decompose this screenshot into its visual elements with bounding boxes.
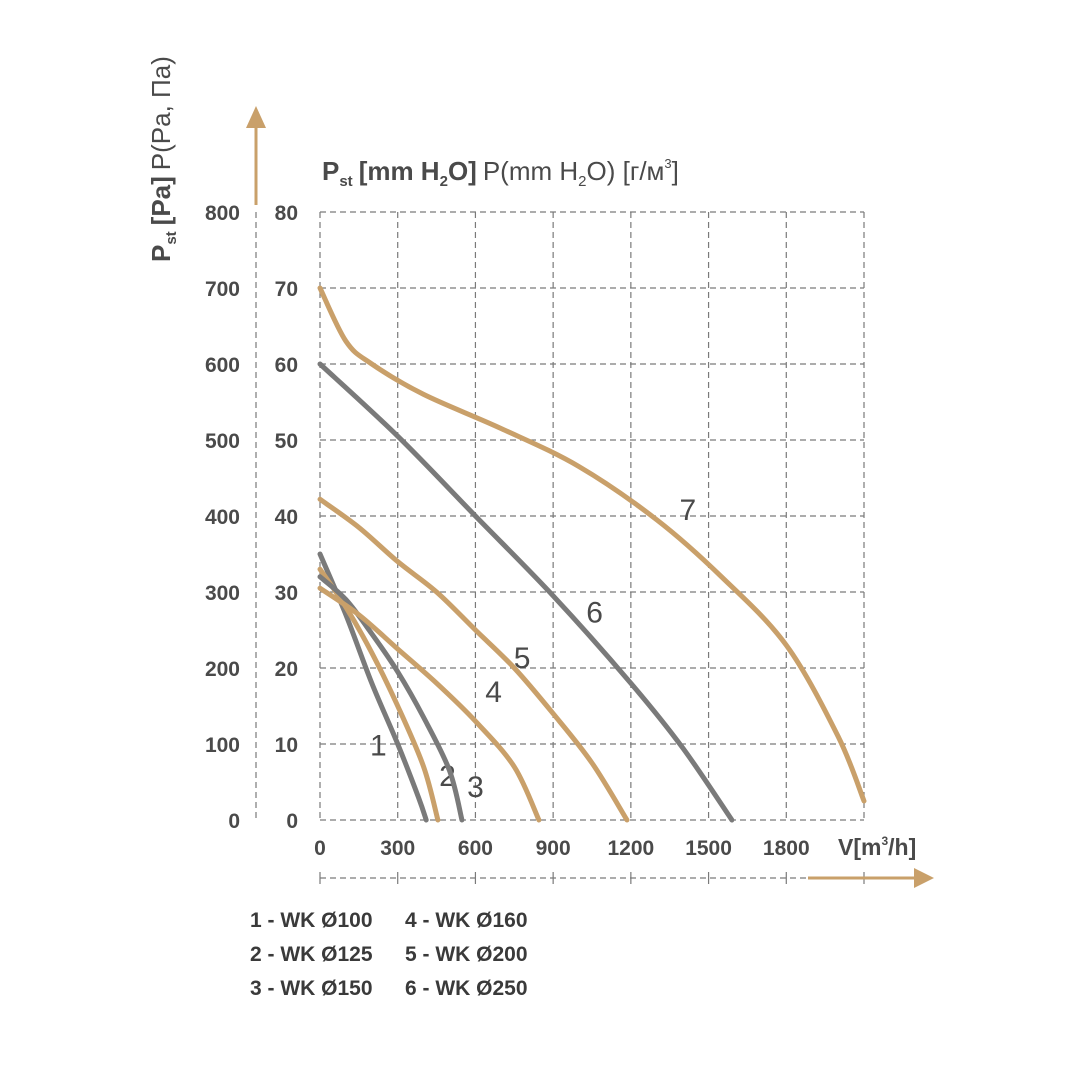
y-tick-label-pa: 200 [205, 658, 240, 681]
y-axis-title: Pst[Pa]P(Pa, Па) [146, 56, 180, 262]
y-tick-label-mm: 60 [275, 354, 298, 377]
y-tick-label-mm: 30 [275, 582, 298, 605]
x-tick-label: 1500 [685, 837, 732, 860]
y-tick-label-pa: 300 [205, 582, 240, 605]
curve-7 [317, 285, 867, 804]
y-tick-label-mm: 40 [275, 506, 298, 529]
y-tick-label-pa: 600 [205, 354, 240, 377]
x-axis-label: V[m3/h] [838, 834, 916, 860]
legend-item: 4 - WK Ø160 [405, 909, 528, 932]
curve-label-5: 5 [514, 642, 531, 675]
y-tick-label-pa: 500 [205, 430, 240, 453]
legend-item: 5 - WK Ø200 [405, 943, 528, 966]
curve-5 [317, 496, 630, 823]
legend-item: 3 - WK Ø150 [250, 977, 373, 1000]
y-tick-label-mm: 0 [286, 810, 298, 833]
y-axis-arrow-icon [246, 106, 266, 205]
y-tick-label-pa: 800 [205, 202, 240, 225]
curve-label-1: 1 [370, 729, 387, 762]
x-tick-label: 0 [314, 837, 326, 860]
y-tick-label-pa: 400 [205, 506, 240, 529]
legend-item: 2 - WK Ø125 [250, 943, 373, 966]
x-tick-label: 900 [536, 837, 571, 860]
y-tick-label-mm: 10 [275, 734, 298, 757]
grid [319, 211, 865, 884]
x-axis-arrow-icon [808, 868, 934, 888]
legend-item: 1 - WK Ø100 [250, 909, 373, 932]
curve-label-4: 4 [485, 676, 502, 709]
y-tick-label-mm: 50 [275, 430, 298, 453]
y-tick-label-mm: 20 [275, 658, 298, 681]
curve-3 [317, 574, 465, 823]
x-tick-label: 1200 [607, 837, 654, 860]
y-tick-label-pa: 0 [228, 810, 240, 833]
y-tick-label-pa: 700 [205, 278, 240, 301]
y-tick-label-pa: 100 [205, 734, 240, 757]
curve-label-7: 7 [680, 494, 697, 527]
y-tick-label-mm: 70 [275, 278, 298, 301]
curve-6 [317, 361, 735, 823]
x-tick-label: 1800 [763, 837, 810, 860]
tick-labels: 0100200300400500600700800010203040506070… [205, 202, 810, 860]
top-title: Pst [mm H2O] P(mm H2O) [г/м3] [322, 156, 679, 190]
x-tick-label: 300 [380, 837, 415, 860]
curve-label-6: 6 [586, 596, 603, 629]
curve-label-3: 3 [467, 771, 484, 804]
legend-item: 6 - WK Ø250 [405, 977, 528, 1000]
y-tick-label-mm: 80 [275, 202, 298, 225]
curve-4 [317, 585, 542, 823]
x-tick-label: 600 [458, 837, 493, 860]
legend: 1 - WK Ø100 2 - WK Ø125 3 - WK Ø150 4 - WK … [250, 909, 528, 1000]
